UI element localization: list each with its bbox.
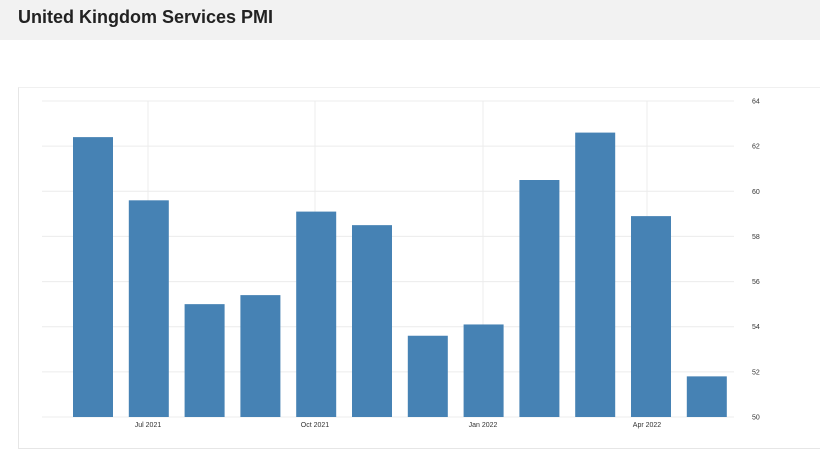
bar-mar-2022 [631,216,671,417]
y-tick-label: 54 [752,324,760,331]
bar-jul-2021 [184,304,225,417]
chart-frame [18,87,820,449]
page-title: United Kingdom Services PMI [18,7,274,27]
bar-jan-2022 [519,180,560,417]
bar-jun-2021 [128,200,169,417]
bar-sep-2021 [296,211,337,417]
bar-feb-2022 [575,132,616,417]
y-tick-label: 60 [752,189,760,196]
y-tick-label: 56 [752,279,760,286]
bar-dec-2021 [463,324,504,417]
y-tick-label: 64 [752,99,760,106]
y-tick-label: 58 [752,234,760,241]
y-tick-label: 62 [752,144,760,151]
bar-aug-2021 [240,295,281,417]
bar-apr-2022 [686,376,727,417]
bar-may-2021 [73,137,113,417]
x-tick-label: Jan 2022 [469,422,498,429]
y-tick-label: 52 [752,369,760,376]
bar-nov-2021 [407,335,448,417]
x-tick-label: Oct 2021 [301,422,330,429]
header-bar: United Kingdom Services PMI [0,0,820,40]
y-tick-label: 50 [752,415,760,422]
x-tick-label: Jul 2021 [135,422,162,429]
bar-oct-2021 [352,225,392,417]
x-tick-label: Apr 2022 [633,422,662,429]
